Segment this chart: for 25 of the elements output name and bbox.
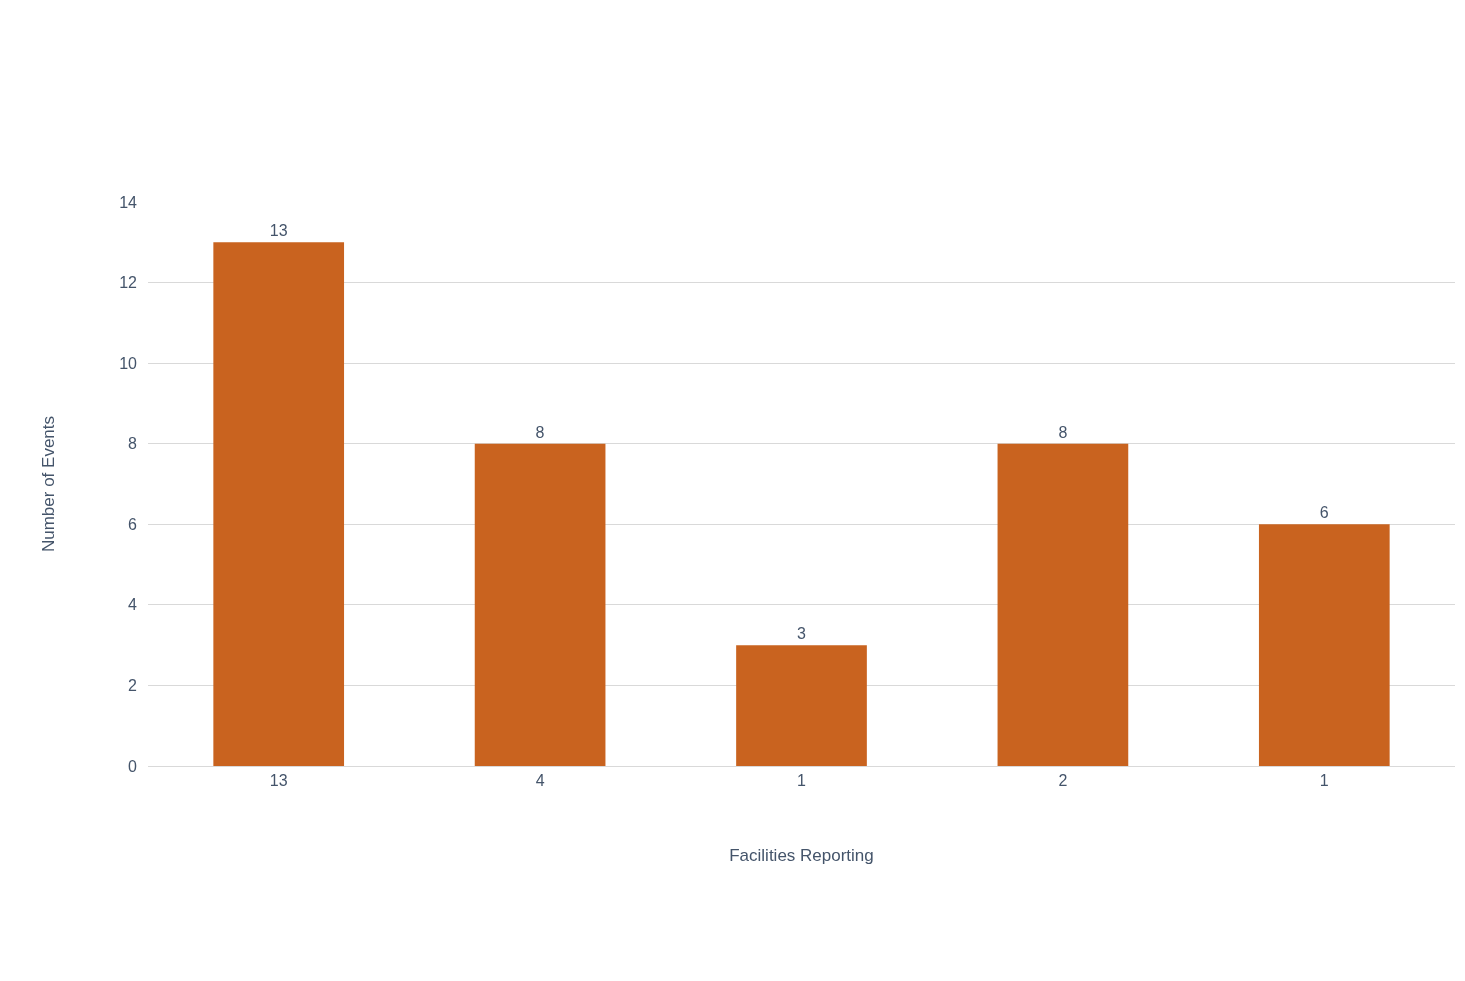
bar (474, 443, 606, 766)
data-label: 13 (269, 222, 288, 240)
bar (736, 645, 867, 766)
y-tick-label: 12 (119, 274, 138, 292)
bar (213, 242, 345, 766)
x-tick-label: 1 (1319, 772, 1329, 790)
bar (997, 443, 1129, 766)
data-label: 6 (1319, 504, 1329, 522)
y-tick-label: 10 (119, 354, 138, 372)
x-tick-label: 4 (535, 772, 545, 790)
x-tick-label: 1 (797, 772, 807, 790)
y-tick-label: 8 (128, 435, 138, 453)
x-axis-title: Facilities Reporting (729, 845, 874, 865)
data-label: 8 (1058, 423, 1068, 441)
y-tick-label: 4 (128, 596, 138, 614)
bar (1258, 524, 1390, 766)
y-tick-label: 2 (128, 677, 138, 695)
x-tick-label: 13 (269, 772, 288, 790)
x-tick-label: 2 (1058, 772, 1068, 790)
y-axis-title: Number of Events (38, 415, 58, 553)
y-tick-label: 0 (128, 757, 138, 775)
y-tick-label: 14 (119, 193, 138, 211)
data-label: 8 (535, 423, 545, 441)
data-label: 3 (797, 625, 806, 643)
y-tick-label: 6 (128, 515, 138, 533)
